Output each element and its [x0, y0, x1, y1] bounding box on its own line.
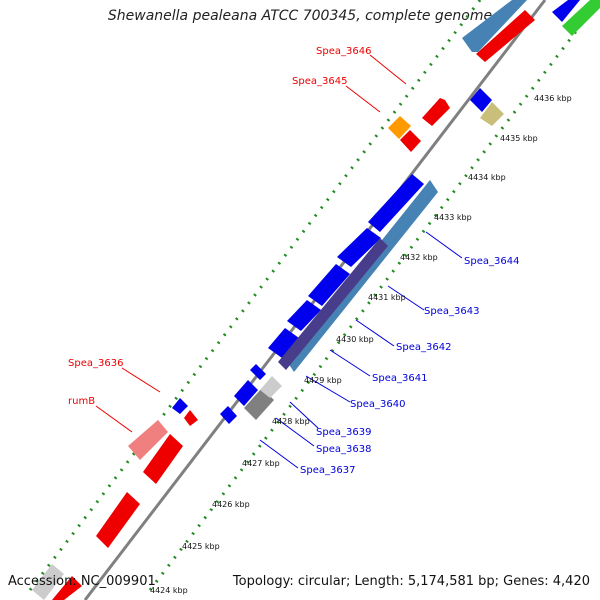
tick-label: 4434 kbp	[468, 173, 506, 182]
gene-red-low	[96, 492, 140, 548]
gene-gray	[244, 388, 274, 420]
tick-label: 4429 kbp	[304, 376, 342, 385]
gene-top-steelblue	[462, 0, 527, 52]
outer-dotted-line	[28, 0, 482, 591]
leader-spea3641	[329, 349, 371, 377]
leader-spea3639	[289, 401, 319, 429]
gene-spea3645-orange	[388, 116, 411, 139]
leader-spea3637	[259, 439, 299, 469]
gene-rumB-red	[184, 410, 198, 426]
gene-label-spea3646: Spea_3646	[316, 46, 371, 57]
gene-bottom-red	[52, 576, 82, 600]
accession-text: Accession: NC_009901	[8, 574, 156, 589]
gene-label-rumB: rumB	[68, 396, 95, 407]
gene-slate-long	[278, 238, 388, 370]
gene-red-mid	[143, 434, 183, 484]
gene-label-spea3636: Spea_3636	[68, 358, 123, 369]
tick-label: 4433 kbp	[434, 213, 472, 222]
gene-label-spea3641: Spea_3641	[372, 373, 427, 384]
tick-label: 4424 kbp	[150, 586, 188, 595]
leader-spea3642	[355, 319, 395, 347]
gene-label-spea3644: Spea_3644	[464, 256, 519, 267]
genome-summary-text: Topology: circular; Length: 5,174,581 bp…	[232, 574, 590, 589]
gene-top-red	[476, 10, 535, 62]
gene-pink	[128, 420, 168, 460]
tick-label: 4428 kbp	[272, 417, 310, 426]
leader-spea3646	[369, 54, 407, 85]
gene-small-blue-b	[234, 380, 258, 406]
leader-spea3645	[345, 85, 381, 113]
gene-big-blue-4	[287, 300, 321, 331]
gene-big-blue-3	[308, 264, 350, 306]
leader-spea3638	[275, 417, 315, 447]
leader-spea3643	[387, 285, 425, 311]
leader-rumB	[95, 405, 133, 433]
leader-spea3636	[121, 367, 161, 393]
gene-top-green	[562, 0, 600, 36]
gene-label-spea3638: Spea_3638	[316, 444, 371, 455]
gene-label-spea3643: Spea_3643	[424, 306, 479, 317]
gene-label-spea3642: Spea_3642	[396, 342, 451, 353]
tick-label: 4427 kbp	[242, 459, 280, 468]
leader-spea3644	[425, 231, 463, 259]
leader-spea3640	[305, 375, 351, 403]
tick-label: 4430 kbp	[336, 335, 374, 344]
gene-khaki	[480, 102, 504, 126]
gene-label-spea3639: Spea_3639	[316, 427, 371, 438]
gene-big-blue-2	[337, 228, 381, 267]
tick-label: 4435 kbp	[500, 134, 538, 143]
gene-spea3645-red	[400, 130, 421, 152]
tick-label: 4431 kbp	[368, 293, 406, 302]
gene-bottom-lightgray	[32, 564, 64, 600]
inner-dotted-line	[148, 0, 600, 591]
tick-label: 4426 kbp	[212, 500, 250, 509]
gene-top-blue-right	[552, 0, 580, 22]
gene-lightgray	[260, 376, 282, 398]
tick-label: 4432 kbp	[400, 253, 438, 262]
tick-label: 4436 kbp	[534, 94, 572, 103]
gene-label-spea3640: Spea_3640	[350, 399, 405, 410]
gene-small-blue-a	[250, 364, 266, 380]
gene-spea3636	[172, 398, 188, 414]
gene-big-blue-1	[368, 174, 424, 232]
gene-blue-right	[470, 88, 492, 112]
tick-label: 4425 kbp	[182, 542, 220, 551]
gene-label-spea3645: Spea_3645	[292, 76, 347, 87]
gene-spea3646	[422, 98, 450, 126]
map-title: Shewanella pealeana ATCC 700345, complet…	[107, 8, 493, 24]
gene-spea3637-blue	[220, 406, 237, 424]
gene-label-spea3637: Spea_3637	[300, 465, 355, 476]
gene-big-blue-5	[268, 328, 299, 358]
